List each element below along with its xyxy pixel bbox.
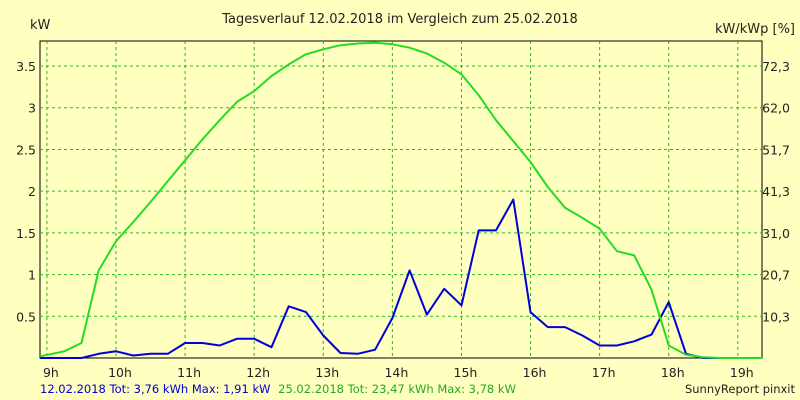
- x-tick-label: 13h: [315, 365, 339, 380]
- x-tick-label: 18h: [661, 365, 685, 380]
- x-tick-label: 11h: [177, 365, 201, 380]
- left-y-tick-label: 1.5: [16, 226, 36, 241]
- x-axis-ticks: 9h 10h 11h 12h 13h 14h 15h 16h 17h 18h 19h: [43, 365, 754, 380]
- x-tick-label: 10h: [108, 365, 132, 380]
- right-y-tick-label: 20,7: [762, 268, 790, 283]
- right-y-tick-label: 51,7: [762, 142, 790, 157]
- left-y-tick-label: 1: [28, 268, 36, 283]
- left-y-axis-ticks: 0.5 1 1.5 2 2.5 3 3.5: [16, 59, 36, 324]
- plot-area: [39, 40, 763, 359]
- x-tick-label: 14h: [384, 365, 408, 380]
- right-y-axis-ticks: 10,3 20,7 31,0 41,3 51,7 62,0 72,3: [762, 59, 790, 324]
- series-lines: [39, 41, 762, 359]
- chart-title: Tagesverlauf 12.02.2018 im Vergleich zum…: [221, 12, 578, 27]
- right-y-tick-label: 72,3: [762, 59, 790, 74]
- left-y-tick-label: 2.5: [16, 142, 36, 157]
- series-line-12-02-2018: [40, 198, 762, 359]
- series-line-25-02-2018: [39, 41, 762, 359]
- x-tick-label: 19h: [730, 365, 754, 380]
- x-tick-label: 15h: [454, 365, 478, 380]
- legend-series-12-02: 12.02.2018 Tot: 3,76 kWh Max: 1,91 kW: [40, 382, 270, 396]
- footer-credit: SunnyReport pinxit: [685, 382, 796, 396]
- legend-series-25-02: 25.02.2018 Tot: 23,47 kWh Max: 3,78 kW: [278, 382, 516, 396]
- left-y-tick-label: 2: [28, 184, 36, 199]
- x-tick-label: 17h: [592, 365, 616, 380]
- x-tick-label: 16h: [523, 365, 547, 380]
- right-y-tick-label: 31,0: [762, 226, 790, 241]
- right-y-tick-label: 10,3: [762, 309, 790, 324]
- left-y-tick-label: 3: [28, 101, 36, 116]
- right-y-axis-label: kW/kWp [%]: [715, 22, 795, 37]
- right-y-tick-label: 62,0: [762, 101, 790, 116]
- left-y-tick-label: 3.5: [16, 59, 36, 74]
- x-tick-label: 12h: [246, 365, 270, 380]
- footer-legend: 12.02.2018 Tot: 3,76 kWh Max: 1,91 kW 25…: [40, 382, 516, 396]
- left-y-axis-label: kW: [30, 18, 51, 33]
- right-y-tick-label: 41,3: [762, 184, 790, 199]
- left-y-tick-label: 0.5: [16, 309, 36, 324]
- x-tick-label: 9h: [43, 365, 59, 380]
